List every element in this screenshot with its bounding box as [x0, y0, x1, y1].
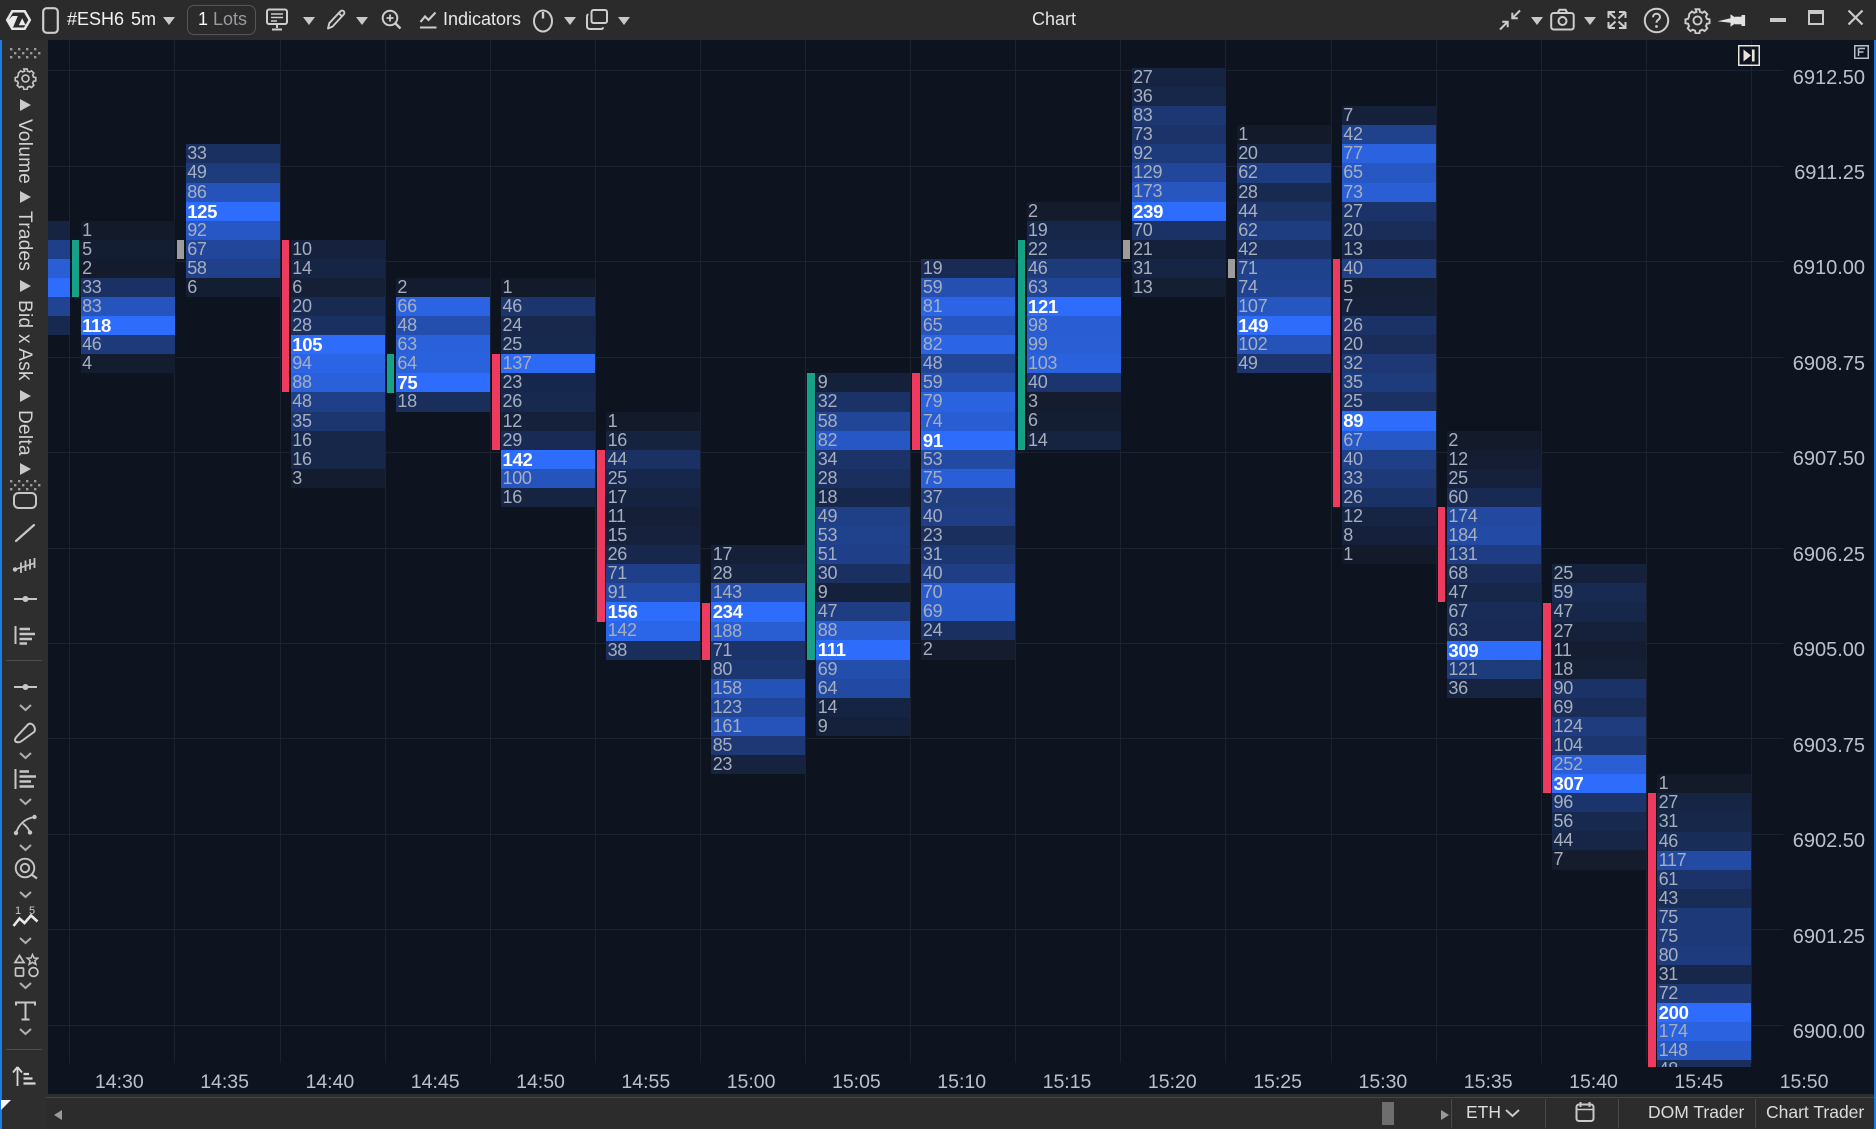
svg-text:1: 1 — [15, 905, 21, 917]
svg-text:5: 5 — [29, 905, 35, 917]
